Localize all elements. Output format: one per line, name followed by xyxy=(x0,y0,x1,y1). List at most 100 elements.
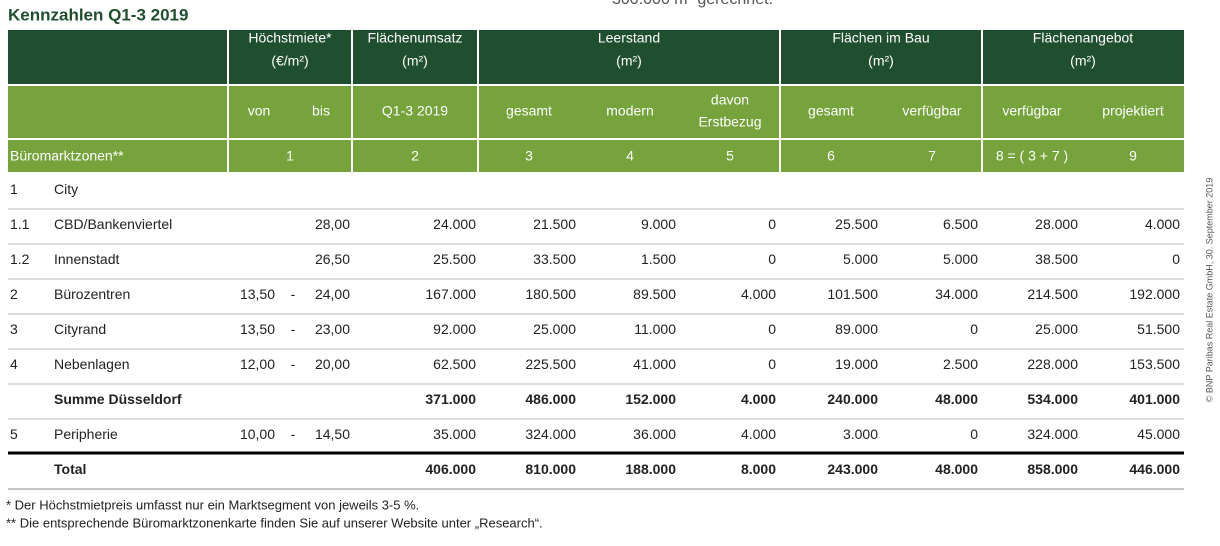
cell: 180.500 xyxy=(525,286,576,302)
cell: 0 xyxy=(768,216,776,232)
column-number: 4 xyxy=(626,148,634,164)
cell: 25.500 xyxy=(433,251,476,267)
cell: 101.500 xyxy=(827,286,878,302)
cell: 25.500 xyxy=(835,216,878,232)
subheader-band xyxy=(8,86,1184,138)
footnote: * Der Höchstmietpreis umfasst nur ein Ma… xyxy=(6,497,419,512)
rent-to: 14,50 xyxy=(315,426,350,442)
cell: 240.000 xyxy=(827,391,878,407)
group-header: Flächenangebot xyxy=(1033,30,1134,46)
cell: 8.000 xyxy=(741,461,776,477)
rent-to: 23,00 xyxy=(315,321,350,337)
cell: 45.000 xyxy=(1137,426,1180,442)
cell: 25.000 xyxy=(533,321,576,337)
footnote: ** Die entsprechende Büromarktzonenkarte… xyxy=(6,515,543,530)
cell: 48.000 xyxy=(935,391,978,407)
group-header: Flächenumsatz xyxy=(368,30,463,46)
cell: 21.500 xyxy=(533,216,576,232)
cell: 324.000 xyxy=(1027,426,1078,442)
cell: 28.000 xyxy=(1035,216,1078,232)
cell: 0 xyxy=(768,251,776,267)
cell: 486.000 xyxy=(525,391,576,407)
sub-header: gesamt xyxy=(808,103,854,119)
column-number: 9 xyxy=(1129,148,1137,164)
sub-header: projektiert xyxy=(1102,103,1164,119)
cell: 153.500 xyxy=(1129,356,1180,372)
range-separator: - xyxy=(291,426,296,442)
row-number: 1.1 xyxy=(10,216,30,232)
cell: 1.500 xyxy=(641,251,676,267)
column-number: 3 xyxy=(525,148,533,164)
cell: 3.000 xyxy=(843,426,878,442)
sub-header: bis xyxy=(312,103,330,119)
cell: 225.500 xyxy=(525,356,576,372)
cell: 188.000 xyxy=(625,461,676,477)
cell: 0 xyxy=(1172,251,1180,267)
group-header: Flächen im Bau xyxy=(832,30,929,46)
cell: 5.000 xyxy=(943,251,978,267)
row-name: Nebenlagen xyxy=(54,356,130,372)
cell: 228.000 xyxy=(1027,356,1078,372)
sub-header: Q1-3 2019 xyxy=(382,103,448,119)
cell: 192.000 xyxy=(1129,286,1180,302)
row-name: City xyxy=(54,181,78,197)
cell: 167.000 xyxy=(425,286,476,302)
cell: 41.000 xyxy=(633,356,676,372)
rent-from: 13,50 xyxy=(240,321,275,337)
cell: 371.000 xyxy=(425,391,476,407)
sub-header: verfügbar xyxy=(902,103,961,119)
row-name: Cityrand xyxy=(54,321,106,337)
range-separator: - xyxy=(291,321,296,337)
cell: 401.000 xyxy=(1129,391,1180,407)
group-unit: (m²) xyxy=(868,53,894,69)
cell: 4.000 xyxy=(741,391,776,407)
cell: 0 xyxy=(768,356,776,372)
row-name: Bürozentren xyxy=(54,286,130,302)
row-name: Peripherie xyxy=(54,426,118,442)
group-unit: (m²) xyxy=(1070,53,1096,69)
rent-to: 28,00 xyxy=(315,216,350,232)
cell: 4.000 xyxy=(741,286,776,302)
rent-from: 12,00 xyxy=(240,356,275,372)
row-number: 4 xyxy=(10,356,18,372)
cell: 34.000 xyxy=(935,286,978,302)
rent-to: 24,00 xyxy=(315,286,350,302)
group-unit: (€/m²) xyxy=(271,53,308,69)
rent-to: 26,50 xyxy=(315,251,350,267)
column-number: 6 xyxy=(827,148,835,164)
column-number: 1 xyxy=(286,148,294,164)
cell: 38.500 xyxy=(1035,251,1078,267)
number-band xyxy=(8,140,1184,172)
cell: 11.000 xyxy=(634,321,676,337)
cell: 51.500 xyxy=(1137,321,1180,337)
cell: 33.500 xyxy=(533,251,576,267)
cell: 24.000 xyxy=(433,216,476,232)
sub-header: modern xyxy=(606,103,653,119)
column-number: 2 xyxy=(411,148,419,164)
group-unit: (m²) xyxy=(616,53,642,69)
cell: 89.500 xyxy=(633,286,676,302)
sub-header: von xyxy=(248,103,271,119)
cell: 4.000 xyxy=(1145,216,1180,232)
copyright: © BNP Paribas Real Estate GmbH, 30. Sept… xyxy=(1204,178,1214,403)
column-number: 7 xyxy=(928,148,936,164)
cell: 214.500 xyxy=(1027,286,1078,302)
cell: 534.000 xyxy=(1027,391,1078,407)
cell: 2.500 xyxy=(943,356,978,372)
cell: 25.000 xyxy=(1035,321,1078,337)
cell: 36.000 xyxy=(633,426,676,442)
range-separator: - xyxy=(291,356,296,372)
group-header: Leerstand xyxy=(598,30,660,46)
cell: 92.000 xyxy=(433,321,476,337)
cell: 243.000 xyxy=(827,461,878,477)
cell: 35.000 xyxy=(433,426,476,442)
row-number: 1.2 xyxy=(10,251,30,267)
row-number: 1 xyxy=(10,181,18,197)
sub-header: Erstbezug xyxy=(698,114,761,130)
cell: 0 xyxy=(768,321,776,337)
zone-label: Büromarktzonen** xyxy=(10,148,124,164)
cell: 406.000 xyxy=(425,461,476,477)
cell: 810.000 xyxy=(525,461,576,477)
